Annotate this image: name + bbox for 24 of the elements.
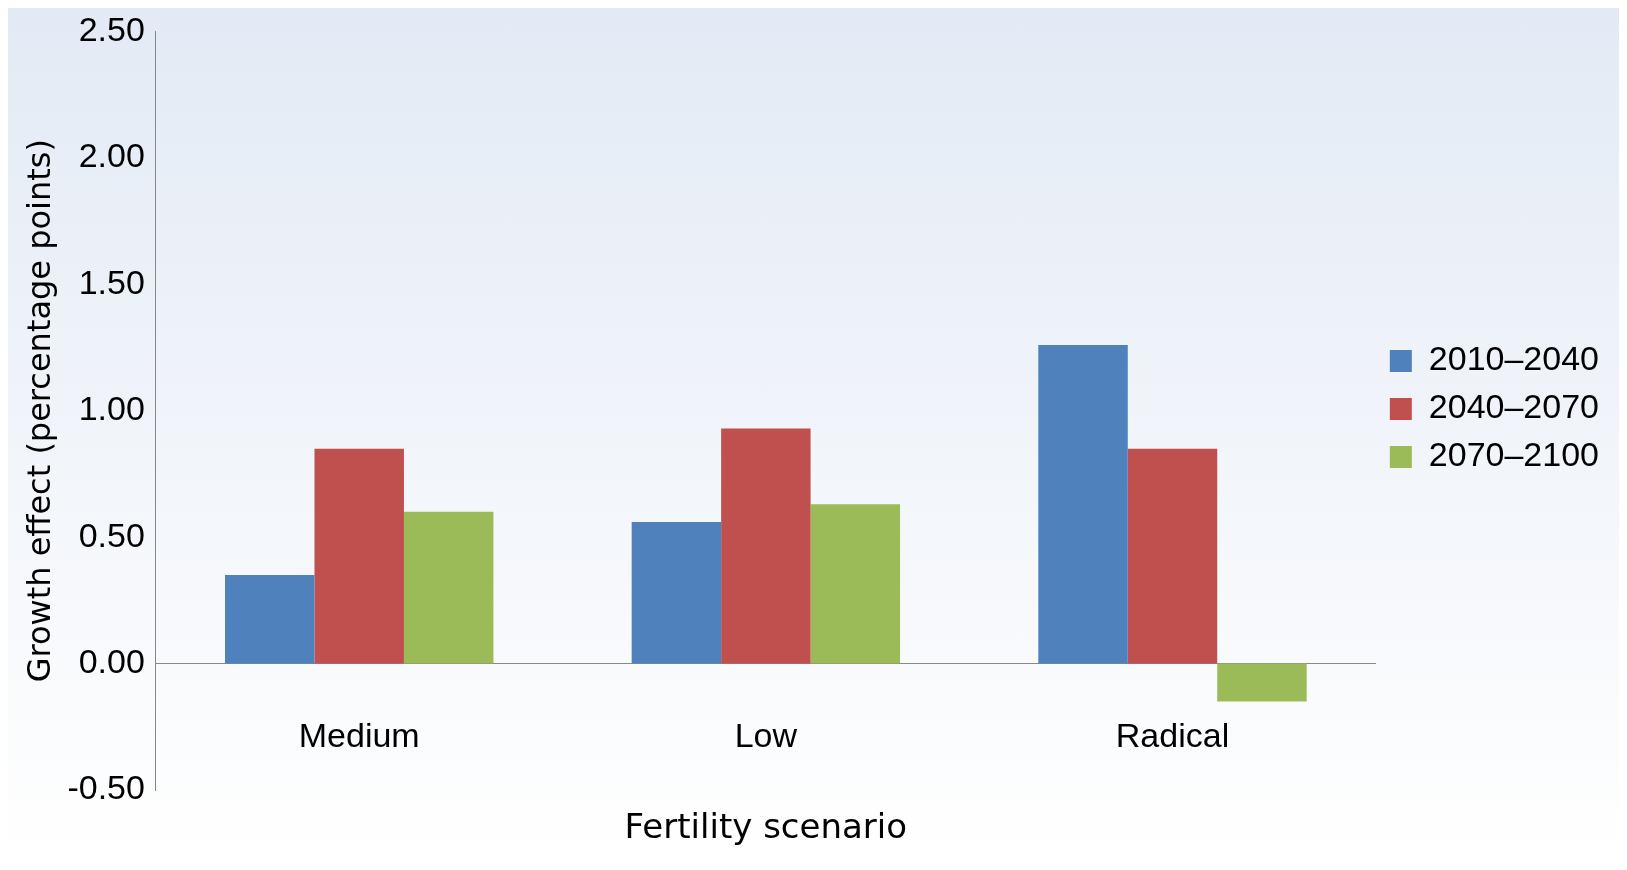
bar — [1217, 663, 1307, 702]
bar — [810, 504, 901, 664]
y-tick-label: 1.00 — [78, 389, 145, 428]
x-tick-label: Low — [734, 716, 798, 755]
x-axis-title: Fertility scenario — [624, 805, 908, 846]
y-tick-label: 1.50 — [78, 262, 145, 301]
bar — [403, 511, 494, 664]
bar — [1127, 448, 1218, 664]
bar — [314, 448, 404, 664]
y-tick-label: -0.50 — [67, 768, 145, 807]
bar — [1038, 344, 1128, 664]
bar — [225, 575, 315, 664]
bar — [721, 428, 811, 664]
y-tick-label: 0.00 — [78, 641, 145, 680]
y-tick-label: 2.00 — [78, 136, 145, 175]
y-tick-label: 2.50 — [78, 9, 145, 48]
x-tick-label: Medium — [298, 716, 420, 755]
legend-label: 2070–2100 — [1428, 435, 1599, 474]
legend-label: 2010–2040 — [1428, 339, 1599, 378]
x-tick-label: Radical — [1115, 716, 1230, 755]
y-tick-label: 0.50 — [78, 515, 145, 554]
y-axis-title: Growth effect (percentage points) — [19, 139, 58, 683]
bar — [631, 521, 722, 664]
legend-label: 2040–2070 — [1428, 387, 1599, 426]
